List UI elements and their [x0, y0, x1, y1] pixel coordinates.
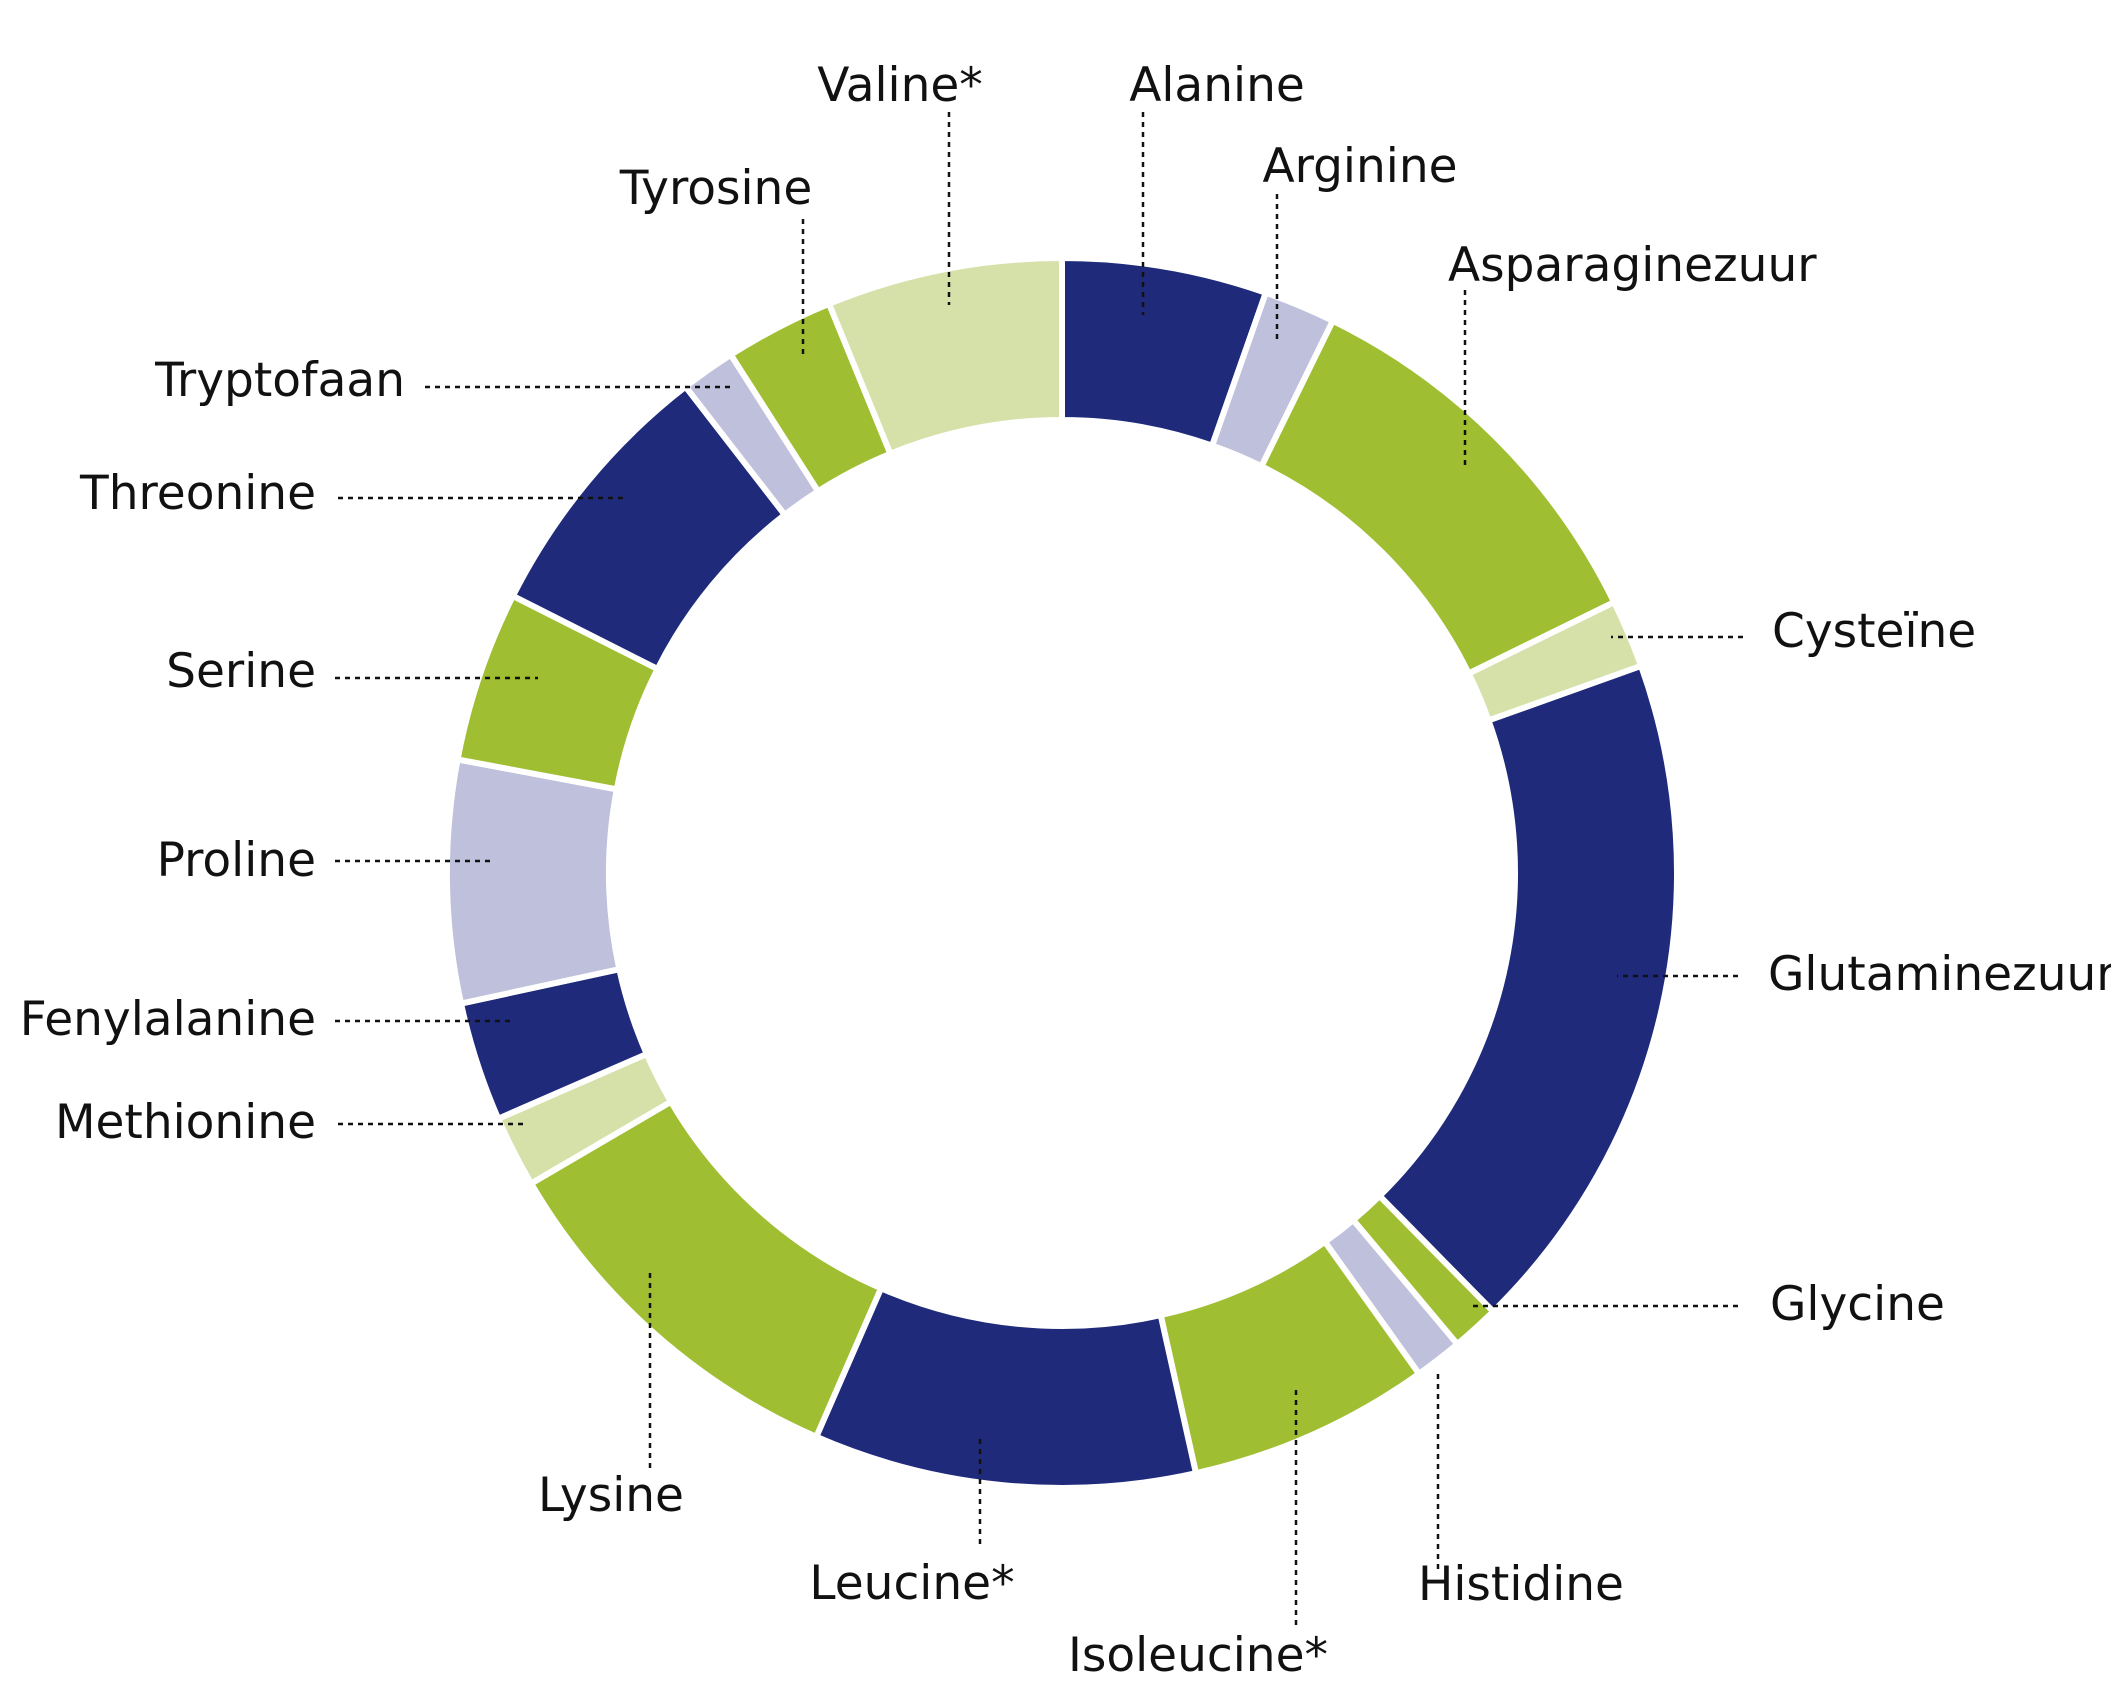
slice-label: Alanine: [1129, 58, 1305, 113]
slice-label: Histidine: [1418, 1557, 1624, 1612]
slice-label: Glycine: [1770, 1277, 1945, 1332]
slice-label: Isoleucine*: [1068, 1628, 1328, 1683]
slice-label: Lysine: [538, 1468, 684, 1523]
slice-leucine: [812, 1284, 1200, 1491]
slice-label: Threonine: [79, 466, 316, 521]
slice-label: Fenylalanine: [20, 992, 316, 1047]
slice-label: Arginine: [1262, 139, 1457, 194]
slice-label: Tyrosine: [619, 161, 813, 216]
slice-label: Tryptofaan: [154, 353, 405, 408]
slice-glutaminezuur: [1375, 662, 1680, 1316]
slice-label: Serine: [166, 644, 316, 699]
slice-label: Glutaminezuur: [1768, 947, 2111, 1002]
donut-slices: [444, 254, 1680, 1491]
slice-valine: [825, 254, 1065, 458]
slice-label: Leucine*: [809, 1556, 1014, 1611]
slice-label: Asparaginezuur: [1448, 238, 1817, 293]
slice-asparaginezuur: [1257, 316, 1619, 678]
slice-label: Valine*: [817, 58, 983, 113]
slice-label: Cysteïne: [1772, 604, 1976, 659]
slice-label: Proline: [157, 833, 316, 888]
slice-proline: [444, 755, 623, 1008]
slice-labels: Alanine Arginine Asparaginezuur Cysteïne Glu…: [20, 58, 2111, 1683]
leader-lines: [335, 112, 1743, 1625]
slice-label: Methionine: [55, 1095, 316, 1150]
